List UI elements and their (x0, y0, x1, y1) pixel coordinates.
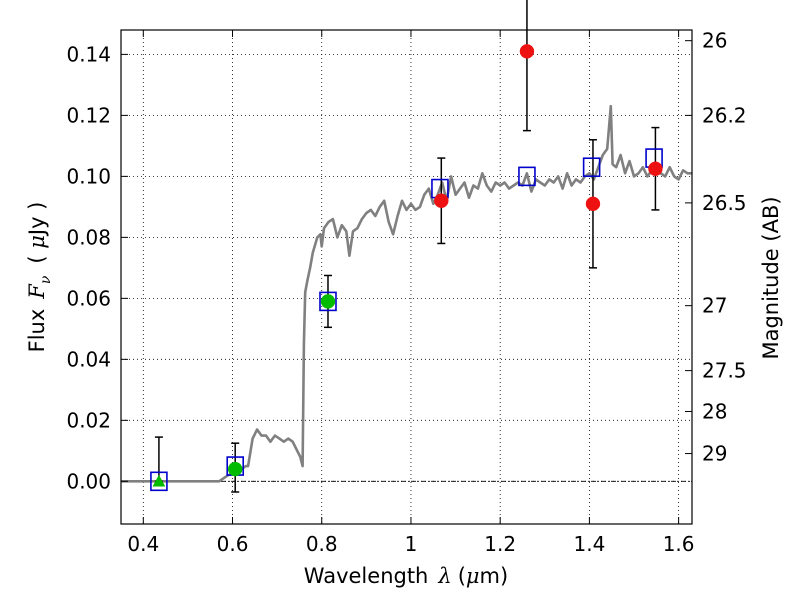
x-axis-label-mu: μ (466, 564, 480, 588)
right-tick-label: 29 (702, 442, 727, 466)
y-tick-label: 0.08 (66, 225, 111, 249)
y-tick-label: 0.02 (66, 408, 111, 432)
points-layer (150, 0, 663, 493)
model-spectrum-line (121, 104, 692, 483)
y-axis-label-flux: Flux (25, 309, 49, 353)
spectrum-layer (121, 104, 692, 483)
upper-limit-triangle (152, 474, 166, 487)
observed-point (648, 161, 663, 176)
observed-point (434, 193, 449, 209)
right-tick-label: 27 (702, 294, 727, 318)
x-tick-label: 1 (405, 532, 418, 556)
observed-point (227, 461, 243, 477)
x-tick-label: 0.6 (217, 532, 249, 556)
model-photometry-square (518, 166, 536, 187)
y-axis-label-mu: μ (25, 235, 49, 249)
x-axis-label-unit: m) (480, 564, 509, 588)
right-tick-label: 26.5 (702, 191, 747, 215)
right-tick-label: 28 (702, 399, 727, 423)
y-axis-label-symbol: F (25, 283, 49, 300)
y-tick-label: 0.00 (66, 469, 111, 493)
x-axis-label: Wavelength λ (μm) (304, 564, 508, 588)
y-axis-label: Flux Fν ( μJy ) (25, 202, 54, 353)
y-tick-label: 0.14 (66, 42, 111, 66)
y-tick-label: 0.04 (66, 347, 111, 371)
y-tick-label: 0.06 (66, 286, 111, 310)
x-tick-label: 1.6 (663, 532, 695, 556)
y-tick-label: 0.12 (66, 103, 111, 127)
ticks-layer: 0.4 0.6 0.8 1 1.2 1.4 1.6 0.00 0.02 0.04 0.06 0.08 0… (66, 29, 746, 556)
model-photometry-square (319, 291, 337, 312)
y-axis-label-unit: Jy ) (25, 202, 49, 238)
x-tick-label: 1.4 (573, 532, 605, 556)
observed-point (519, 44, 535, 59)
right-tick-label: 26.2 (702, 103, 747, 127)
plot-frame (120, 29, 693, 525)
x-tick-label: 0.8 (306, 532, 338, 556)
y-tick-label: 0.10 (66, 164, 111, 188)
right-tick-label: 27.5 (702, 359, 747, 383)
right-axis-label: Magnitude (AB) (759, 196, 783, 359)
model-photometry-square (150, 471, 168, 492)
right-tick-label: 26 (702, 29, 727, 53)
x-axis-label-open: ( (458, 564, 466, 588)
observed-point (320, 294, 336, 309)
x-tick-label: 1.2 (484, 532, 516, 556)
model-photometry-square (582, 157, 601, 178)
x-axis-label-symbol: λ (437, 564, 451, 588)
x-tick-label: 0.4 (127, 532, 159, 556)
y-axis-label-open: ( (25, 249, 49, 264)
y-axis-label-sub: ν (38, 275, 54, 284)
plot-background (121, 30, 692, 524)
x-axis-label-text: Wavelength (304, 564, 429, 588)
observed-point (585, 196, 601, 212)
